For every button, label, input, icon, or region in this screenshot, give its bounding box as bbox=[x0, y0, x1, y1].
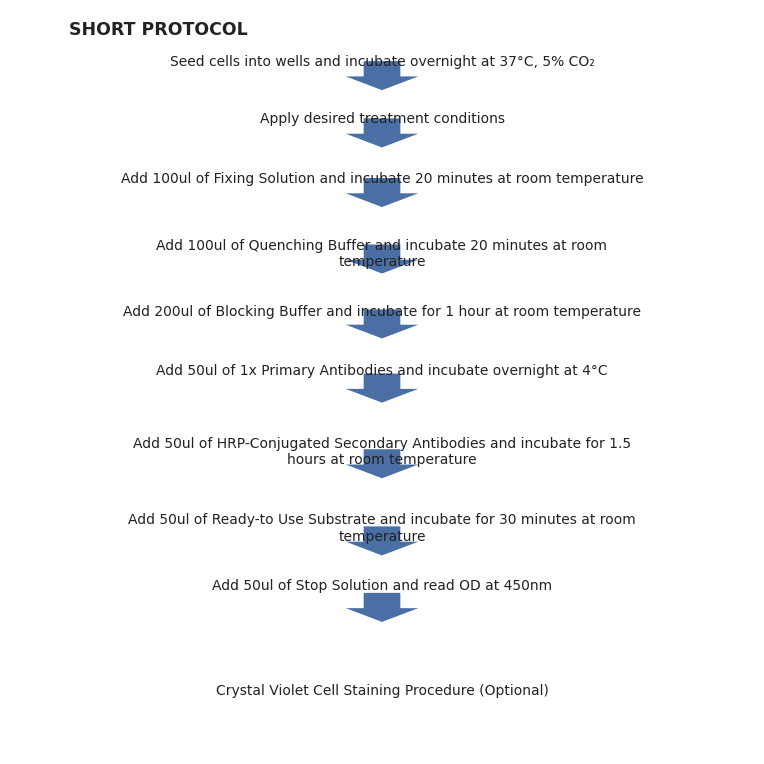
Text: Seed cells into wells and incubate overnight at 37°C, 5% CO₂: Seed cells into wells and incubate overn… bbox=[170, 55, 594, 69]
Text: Add 200ul of Blocking Buffer and incubate for 1 hour at room temperature: Add 200ul of Blocking Buffer and incubat… bbox=[123, 305, 641, 319]
Polygon shape bbox=[346, 593, 419, 622]
Text: Apply desired treatment conditions: Apply desired treatment conditions bbox=[260, 112, 504, 126]
Text: Crystal Violet Cell Staining Procedure (Optional): Crystal Violet Cell Staining Procedure (… bbox=[215, 684, 549, 698]
Polygon shape bbox=[346, 244, 419, 274]
Polygon shape bbox=[346, 118, 419, 147]
Polygon shape bbox=[346, 309, 419, 338]
Text: SHORT PROTOCOL: SHORT PROTOCOL bbox=[69, 21, 248, 40]
Polygon shape bbox=[346, 449, 419, 478]
Polygon shape bbox=[346, 374, 419, 403]
Text: Add 50ul of 1x Primary Antibodies and incubate overnight at 4°C: Add 50ul of 1x Primary Antibodies and in… bbox=[156, 364, 608, 378]
Text: Add 50ul of HRP-Conjugated Secondary Antibodies and incubate for 1.5
hours at ro: Add 50ul of HRP-Conjugated Secondary Ant… bbox=[133, 437, 631, 468]
Text: Add 50ul of Ready-to Use Substrate and incubate for 30 minutes at room
temperatu: Add 50ul of Ready-to Use Substrate and i… bbox=[128, 513, 636, 544]
Polygon shape bbox=[346, 178, 419, 207]
Text: Add 50ul of Stop Solution and read OD at 450nm: Add 50ul of Stop Solution and read OD at… bbox=[212, 579, 552, 593]
Text: Add 100ul of Quenching Buffer and incubate 20 minutes at room
temperature: Add 100ul of Quenching Buffer and incuba… bbox=[157, 239, 607, 270]
Polygon shape bbox=[346, 526, 419, 555]
Text: Add 100ul of Fixing Solution and incubate 20 minutes at room temperature: Add 100ul of Fixing Solution and incubat… bbox=[121, 172, 643, 186]
Polygon shape bbox=[346, 61, 419, 90]
